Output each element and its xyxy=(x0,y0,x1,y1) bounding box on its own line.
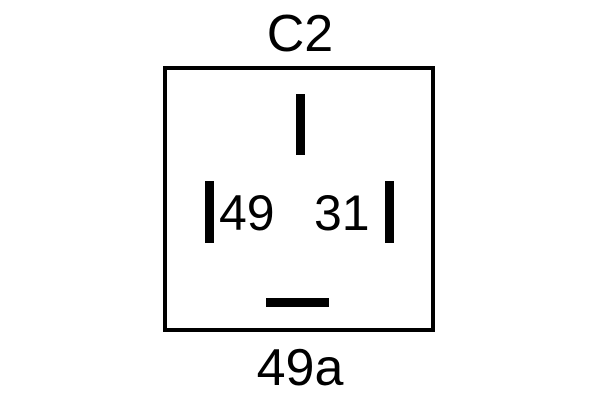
terminal-49-label: 49 xyxy=(219,185,275,241)
bottom-pin-marker xyxy=(266,298,329,307)
component-label: C2 xyxy=(266,5,334,63)
relay-box xyxy=(163,66,435,332)
bottom-terminal-label: 49a xyxy=(256,339,344,397)
top-pin-marker xyxy=(296,94,305,155)
right-pin-marker xyxy=(385,181,394,243)
terminal-31-label: 31 xyxy=(314,185,370,241)
left-pin-marker xyxy=(205,181,214,243)
